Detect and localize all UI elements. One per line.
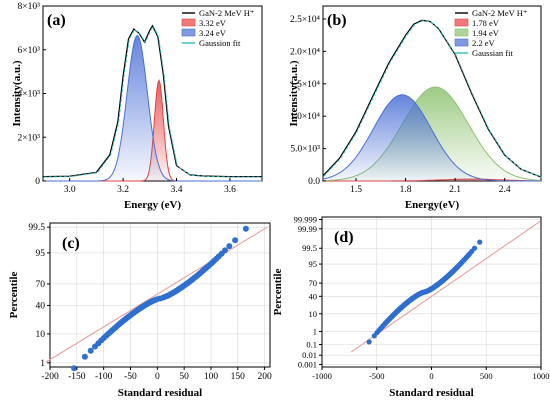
y-tick-label: 1.5×10⁴ [290, 80, 321, 90]
y-tick-label: 40 [36, 301, 46, 311]
x-tick-label: 200 [258, 372, 273, 382]
panel-label: (b) [327, 12, 347, 29]
x-tick-label: 1.8 [400, 185, 412, 195]
fit-line [350, 220, 541, 353]
legend-swatch [454, 28, 469, 37]
x-tick-label: -1000 [312, 371, 332, 381]
panel-label: (a) [47, 12, 66, 29]
x-axis-label: Energy (eV) [124, 199, 181, 211]
legend-label: GaN-2 MeV H⁺ [199, 8, 254, 18]
x-tick-label: -150 [68, 372, 86, 382]
data-point [242, 225, 249, 232]
x-tick-label: 2.1 [449, 185, 461, 195]
fit-line [45, 226, 268, 363]
x-tick-label: 100 [204, 372, 219, 382]
y-tick-label: 99.999 [294, 215, 317, 225]
series-line-fit [323, 20, 542, 178]
series-fill-3.24 eV [43, 35, 262, 181]
data-point [366, 339, 372, 345]
x-tick-label: 150 [231, 372, 246, 382]
x-tick-label: 1000 [533, 371, 550, 381]
data-point [232, 237, 239, 244]
x-tick-label: 1.5 [350, 185, 362, 195]
y-tick-label: 4×10³ [18, 90, 41, 100]
y-tick-label: 1 [40, 359, 45, 369]
legend-label: 2.2 eV [472, 38, 496, 48]
x-tick-label: 0 [429, 371, 433, 381]
legend-label: 1.94 eV [472, 28, 500, 38]
y-axis-label: Intensity(a.u.) [288, 60, 300, 126]
y-tick-label: 95 [309, 259, 318, 269]
chart-b: 1.5 1.8 2.1 2.4 0.0 5.0×10³ 1.0×10⁴ 1.5×10⁴ 2.0×… [288, 5, 542, 211]
legend-label: GaN-2 MeV H⁺ [472, 8, 527, 18]
x-tick-label: -500 [369, 371, 385, 381]
y-tick-label: 1 [313, 327, 317, 337]
data-point [226, 243, 233, 250]
y-tick-label: 95 [36, 249, 46, 259]
y-axis-label: Percentile [272, 268, 284, 315]
y-tick-label: 0.0 [308, 177, 320, 187]
series-line-fit [43, 25, 263, 178]
x-tick-label: 3.4 [171, 185, 183, 195]
y-tick-label: 2.0×10⁴ [290, 47, 321, 57]
y-tick-label: 70 [309, 278, 318, 288]
x-tick-label: 3.6 [224, 185, 236, 195]
x-axis-label: Energy(eV) [405, 199, 460, 211]
y-tick-label: 10 [36, 330, 46, 340]
y-tick-label: 99.5 [28, 223, 45, 233]
legend-label: 3.24 eV [199, 28, 227, 38]
y-tick-label: 5.0×10³ [290, 145, 320, 155]
y-axis-label: Percentile [8, 271, 20, 318]
y-tick-label: 2×10³ [18, 133, 41, 143]
x-tick-label: 2.4 [499, 185, 511, 195]
legend-label: Gaussion fit [199, 38, 241, 48]
y-tick-label: 99.99 [298, 224, 317, 234]
x-tick-label: 500 [480, 371, 493, 381]
y-tick-label: 10 [309, 309, 318, 319]
legend-swatch [181, 18, 196, 27]
y-tick-label: 0.01 [302, 350, 317, 360]
x-tick-label: -100 [95, 372, 113, 382]
y-tick-label: 40 [309, 291, 318, 301]
data-point [81, 353, 88, 360]
chart-a: 3.0 3.2 3.4 3.6 0 2×10³ 4×10³ 6×10³ 8×10³ Energy … [11, 2, 263, 211]
legend-label: Gaussian fit [472, 48, 513, 58]
x-tick-label: 50 [179, 372, 189, 382]
y-tick-label: 2.5×10⁴ [290, 15, 321, 25]
panel-label: (c) [62, 235, 80, 252]
series-line-3.24 eV [43, 34, 262, 182]
x-tick-label: -200 [41, 372, 59, 382]
panel-label: (d) [334, 229, 354, 246]
y-tick-label: 0.1 [306, 339, 317, 349]
x-axis-label: Standard residual [389, 387, 473, 399]
x-tick-label: 3.0 [64, 185, 76, 195]
data-point [471, 245, 478, 251]
y-tick-label: 8×10³ [18, 2, 41, 12]
y-axis-label: Intensity(a.u.) [11, 60, 23, 126]
data-point [222, 247, 228, 254]
x-tick-label: -50 [124, 372, 137, 382]
y-tick-label: 0 [35, 177, 40, 187]
y-tick-label: 1.0×10⁴ [290, 112, 321, 122]
x-tick-label: 0 [155, 372, 160, 382]
x-axis-label: Standard residual [118, 387, 202, 399]
series-fill-2.2 eV [323, 94, 541, 181]
chart-c: -200 -150 -100 -50 0 50 100 150 200 1 10 40 70 95 99.5… [8, 222, 273, 399]
legend-label: 3.32 eV [199, 18, 227, 28]
y-tick-label: 0.001 [298, 359, 317, 369]
data-point [87, 347, 94, 354]
legend-label: 1.78 eV [472, 18, 500, 28]
y-tick-label: 70 [36, 280, 46, 290]
x-tick-label: 3.2 [117, 185, 129, 195]
y-tick-label: 99.5 [302, 243, 317, 253]
data-point [477, 239, 483, 245]
legend-swatch [454, 18, 469, 27]
y-tick-label: 6×10³ [18, 46, 41, 56]
plot-frame [49, 222, 271, 368]
data-point [71, 365, 78, 372]
legend-swatch [181, 28, 196, 37]
legend-swatch [454, 38, 469, 47]
